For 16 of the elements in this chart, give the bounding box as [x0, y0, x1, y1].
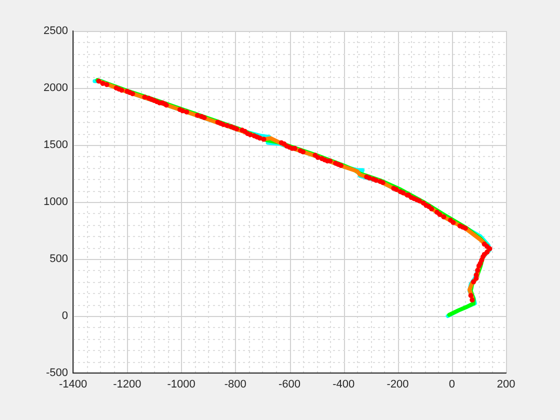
x-tick-label: -200 — [386, 378, 409, 391]
y-tick-label: 500 — [50, 253, 68, 266]
x-tick-label: -400 — [332, 378, 355, 391]
x-tick-label: -1400 — [58, 378, 88, 391]
y-tick-label: -500 — [46, 367, 68, 380]
x-tick-label: -1000 — [167, 378, 196, 391]
x-tick-label: -1200 — [113, 378, 142, 391]
y-tick-label: 2000 — [44, 82, 68, 94]
y-tick-label: 2500 — [44, 25, 68, 38]
x-tick-label: -800 — [224, 378, 246, 391]
x-tick-label: 0 — [448, 378, 455, 391]
y-tick-label: 1500 — [44, 139, 68, 152]
x-tick-label: -600 — [278, 378, 301, 391]
y-tick-label: 0 — [62, 310, 68, 322]
x-tick-label: 200 — [496, 378, 516, 391]
y-tick-label: 1000 — [44, 196, 68, 208]
